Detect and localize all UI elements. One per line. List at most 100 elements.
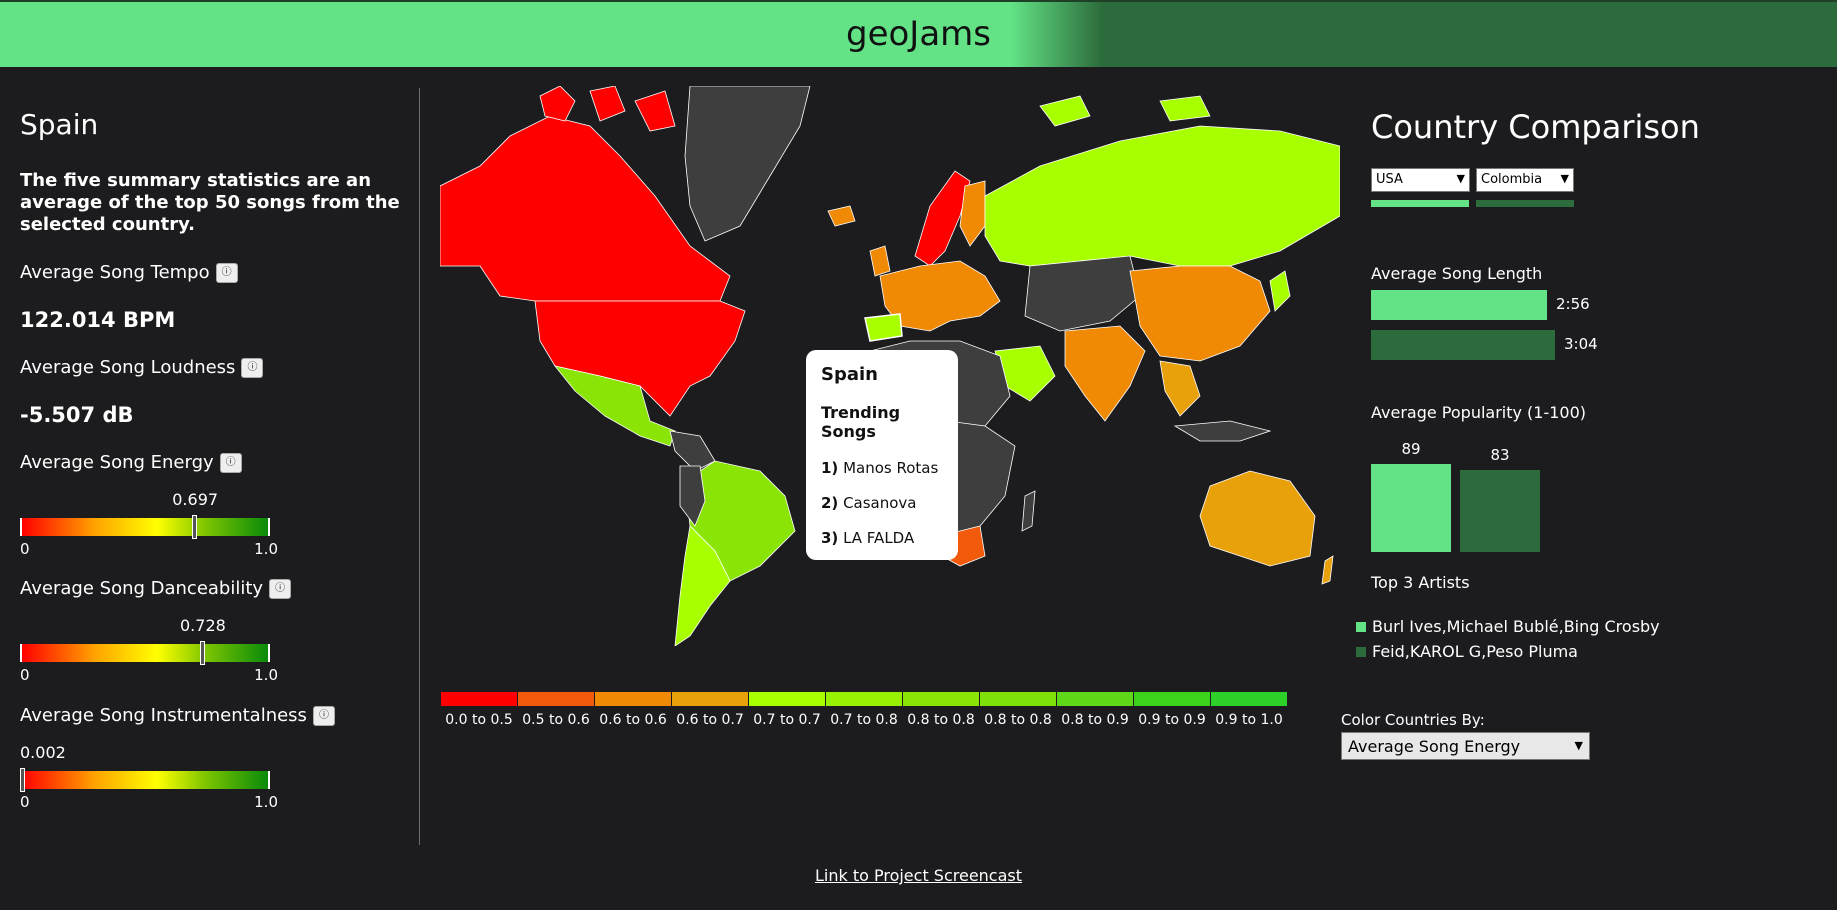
popularity-bar-b bbox=[1460, 470, 1540, 552]
slider-min: 0 bbox=[20, 666, 30, 684]
legend-label: 0.9 to 0.9 bbox=[1138, 712, 1206, 728]
length-bar-a bbox=[1371, 290, 1547, 320]
slider-max: 1.0 bbox=[254, 540, 278, 558]
tempo-value: 122.014 BPM bbox=[20, 308, 176, 332]
legend-label: 0.6 to 0.7 bbox=[676, 712, 744, 728]
color-by-select[interactable]: Average Song Energy ▼ bbox=[1341, 732, 1590, 760]
legend-swatch bbox=[1211, 692, 1287, 706]
country-canada-islands[interactable] bbox=[539, 86, 676, 132]
tooltip-country: Spain bbox=[821, 364, 878, 385]
energy-slider: 0.697 0 1.0 bbox=[20, 490, 278, 558]
panel-divider bbox=[419, 88, 420, 845]
legend-swatch bbox=[903, 692, 979, 706]
length-value-b: 3:04 bbox=[1564, 335, 1598, 353]
legend-label: 0.6 to 0.6 bbox=[599, 712, 667, 728]
country-b-color-swatch bbox=[1476, 200, 1574, 207]
country-finland[interactable] bbox=[959, 180, 986, 247]
legend-swatch bbox=[595, 692, 671, 706]
legend-dot bbox=[1356, 646, 1366, 657]
country-china[interactable] bbox=[1129, 265, 1271, 362]
country-indonesia[interactable] bbox=[1173, 420, 1272, 442]
info-icon[interactable]: ⓘ bbox=[269, 578, 292, 599]
legend-item: 0.0 to 0.5 bbox=[441, 692, 517, 728]
tooltip-song: 1) Manos Rotas bbox=[821, 459, 939, 477]
country-canada[interactable] bbox=[440, 115, 731, 302]
artists-row-a: Burl Ives,Michael Bublé,Bing Crosby bbox=[1356, 617, 1660, 636]
danceability-slider: 0.728 0 1.0 bbox=[20, 616, 278, 684]
tooltip-heading: Trending Songs bbox=[821, 403, 901, 441]
country-iceland[interactable] bbox=[827, 205, 856, 227]
legend-item: 0.9 to 0.9 bbox=[1134, 692, 1210, 728]
country-a-color-swatch bbox=[1371, 200, 1469, 207]
legend-label: 0.8 to 0.8 bbox=[907, 712, 975, 728]
country-australia[interactable] bbox=[1199, 470, 1316, 567]
country-southeast-asia[interactable] bbox=[1159, 360, 1201, 417]
legend-swatch bbox=[749, 692, 825, 706]
legend-item: 0.7 to 0.7 bbox=[749, 692, 825, 728]
country-spain[interactable] bbox=[864, 313, 903, 342]
gradient-bar bbox=[20, 771, 270, 789]
artists-row-b: Feid,KAROL G,Peso Pluma bbox=[1356, 642, 1578, 661]
legend-item: 0.8 to 0.8 bbox=[903, 692, 979, 728]
legend-item: 0.7 to 0.8 bbox=[826, 692, 902, 728]
slider-value: 0.002 bbox=[20, 743, 66, 762]
gradient-bar bbox=[20, 518, 270, 536]
legend-swatch bbox=[1057, 692, 1133, 706]
slider-handle bbox=[20, 768, 25, 792]
legend-label: 0.0 to 0.5 bbox=[445, 712, 513, 728]
popularity-bar-a bbox=[1371, 464, 1451, 552]
energy-label: Average Song Energy ⓘ bbox=[20, 452, 242, 473]
country-india[interactable] bbox=[1064, 325, 1146, 422]
info-icon[interactable]: ⓘ bbox=[312, 705, 335, 726]
slider-max: 1.0 bbox=[254, 666, 278, 684]
screencast-link[interactable]: Link to Project Screencast bbox=[814, 866, 1023, 885]
legend-label: 0.5 to 0.6 bbox=[522, 712, 590, 728]
chevron-down-icon: ▼ bbox=[1456, 172, 1465, 185]
instrumentalness-slider: 0.002 0 1.0 bbox=[20, 743, 278, 811]
info-icon[interactable]: ⓘ bbox=[215, 262, 238, 283]
slider-min: 0 bbox=[20, 540, 30, 558]
country-new-zealand[interactable] bbox=[1321, 555, 1334, 585]
popularity-value-a: 89 bbox=[1401, 440, 1421, 458]
country-arctic-islands[interactable] bbox=[1039, 95, 1211, 127]
legend-item: 0.6 to 0.6 bbox=[595, 692, 671, 728]
slider-value: 0.728 bbox=[180, 616, 226, 635]
country-usa[interactable] bbox=[534, 300, 746, 417]
legend-label: 0.7 to 0.8 bbox=[830, 712, 898, 728]
slider-max: 1.0 bbox=[254, 793, 278, 811]
comparison-title: Country Comparison bbox=[1371, 108, 1700, 146]
country-a-select[interactable]: USA ▼ bbox=[1371, 168, 1470, 192]
country-argentina[interactable] bbox=[674, 525, 731, 646]
slider-min: 0 bbox=[20, 793, 30, 811]
legend-swatch bbox=[980, 692, 1056, 706]
legend-item: 0.5 to 0.6 bbox=[518, 692, 594, 728]
gradient-bar bbox=[20, 644, 270, 662]
legend-label: 0.9 to 1.0 bbox=[1215, 712, 1283, 728]
country-japan[interactable] bbox=[1269, 270, 1291, 312]
country-central-asia[interactable] bbox=[1024, 255, 1141, 332]
chevron-down-icon: ▼ bbox=[1574, 739, 1583, 752]
country-madagascar[interactable] bbox=[1021, 490, 1036, 532]
country-russia[interactable] bbox=[984, 125, 1340, 267]
loudness-value: -5.507 dB bbox=[20, 403, 134, 427]
top-artists-label: Top 3 Artists bbox=[1371, 573, 1470, 592]
info-icon[interactable]: ⓘ bbox=[241, 357, 264, 378]
info-icon[interactable]: ⓘ bbox=[219, 452, 242, 473]
country-andes[interactable] bbox=[679, 465, 706, 527]
slider-value: 0.697 bbox=[172, 490, 219, 509]
legend-item: 0.8 to 0.8 bbox=[980, 692, 1056, 728]
legend-swatch bbox=[1134, 692, 1210, 706]
loudness-label: Average Song Loudness ⓘ bbox=[20, 357, 264, 378]
legend-swatch bbox=[672, 692, 748, 706]
country-uk[interactable] bbox=[869, 245, 891, 277]
slider-handle bbox=[192, 515, 198, 539]
song-length-label: Average Song Length bbox=[1371, 264, 1543, 283]
country-b-select[interactable]: Colombia ▼ bbox=[1476, 168, 1574, 192]
legend-label: 0.8 to 0.8 bbox=[984, 712, 1052, 728]
country-central-america[interactable] bbox=[669, 430, 716, 472]
tooltip-song: 2) Casanova bbox=[821, 494, 917, 512]
legend-label: 0.8 to 0.9 bbox=[1061, 712, 1129, 728]
country-tooltip: Spain Trending Songs 1) Manos Rotas 2) C… bbox=[806, 350, 958, 560]
legend-item: 0.6 to 0.7 bbox=[672, 692, 748, 728]
country-greenland[interactable] bbox=[684, 86, 811, 242]
